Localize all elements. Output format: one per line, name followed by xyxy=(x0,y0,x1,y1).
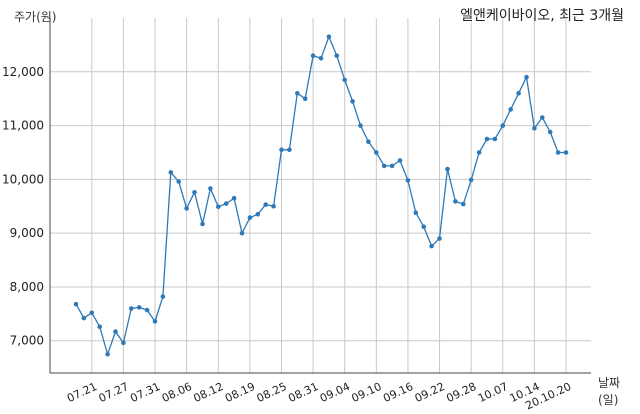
x-tick-label: 08.31 xyxy=(286,380,320,405)
y-tick-label: 10,000 xyxy=(2,172,44,186)
price-point xyxy=(81,315,87,321)
price-point xyxy=(524,74,529,80)
price-point xyxy=(413,210,419,215)
price-point xyxy=(263,202,269,207)
price-series xyxy=(73,34,569,357)
price-point xyxy=(334,53,340,58)
price-point xyxy=(429,243,434,249)
price-point xyxy=(318,56,324,61)
x-tick-label: 08.12 xyxy=(191,380,225,405)
price-point xyxy=(500,123,506,128)
price-point xyxy=(176,179,181,184)
price-point xyxy=(405,178,411,183)
x-tick-label: 10.07 xyxy=(476,380,510,405)
y-tick-label: 9,000 xyxy=(10,226,44,240)
price-point xyxy=(374,150,379,155)
price-point xyxy=(168,170,174,175)
price-point xyxy=(208,186,213,191)
price-point xyxy=(144,307,150,313)
price-point xyxy=(113,329,118,334)
price-point xyxy=(200,221,205,227)
x-tick-label: 09.22 xyxy=(413,380,447,405)
price-point xyxy=(129,306,134,311)
price-point xyxy=(381,163,387,169)
x-tick-label: 08.19 xyxy=(223,380,257,405)
price-line xyxy=(75,35,566,357)
x-tick-label: 07.27 xyxy=(97,380,131,405)
price-point xyxy=(468,177,474,183)
price-point xyxy=(516,91,521,96)
x-axis-title: 날짜(일) xyxy=(598,376,621,407)
price-point xyxy=(239,230,245,236)
price-point xyxy=(105,351,110,357)
price-point xyxy=(216,204,221,210)
price-point xyxy=(532,126,537,131)
price-point xyxy=(73,301,79,307)
x-tick-label: 09.28 xyxy=(444,380,478,405)
price-point xyxy=(152,319,158,324)
x-tick-label: 09.16 xyxy=(381,380,415,405)
price-point xyxy=(484,136,490,142)
price-point xyxy=(302,96,308,101)
price-point xyxy=(366,139,371,144)
y-axis-title: 주가(원) xyxy=(14,10,57,24)
chart-title: 엘앤케이바이오, 최근 3개월 xyxy=(460,8,624,24)
grid-lines xyxy=(50,18,591,373)
price-point xyxy=(184,206,189,211)
price-point xyxy=(540,115,545,120)
price-point xyxy=(279,147,284,153)
x-tick-label: 09.04 xyxy=(318,380,352,405)
price-point xyxy=(397,158,403,163)
price-point xyxy=(492,136,498,142)
price-point xyxy=(508,107,513,112)
price-point xyxy=(255,212,261,217)
price-point xyxy=(461,201,466,207)
x-tick-labels: 07.2107.2707.3108.0608.1208.1908.2508.31… xyxy=(65,380,573,412)
price-point xyxy=(89,310,95,316)
price-point xyxy=(389,163,395,169)
price-point xyxy=(342,77,348,83)
price-point xyxy=(247,215,253,220)
price-point xyxy=(476,150,482,155)
y-tick-label: 12,000 xyxy=(2,65,44,79)
price-point xyxy=(192,190,197,195)
y-tick-label: 11,000 xyxy=(2,119,44,133)
price-point xyxy=(358,123,363,128)
y-tick-label: 7,000 xyxy=(10,334,44,348)
x-tick-label: 09.10 xyxy=(350,380,384,405)
x-tick-label: 08.25 xyxy=(255,380,289,405)
x-tick-label: 07.31 xyxy=(128,380,162,405)
y-tick-labels: 7,000 8,000 9,000 10,000 11,000 12,000 xyxy=(2,65,44,348)
price-point xyxy=(97,324,102,330)
price-point xyxy=(295,91,300,96)
price-point xyxy=(160,294,166,299)
y-tick-label: 8,000 xyxy=(10,280,44,294)
price-point xyxy=(326,34,332,40)
price-point xyxy=(555,150,561,155)
price-point xyxy=(547,129,553,135)
price-point xyxy=(421,224,427,229)
price-point xyxy=(287,147,292,153)
price-point xyxy=(563,150,569,155)
x-tick-label: 07.21 xyxy=(65,380,99,405)
axes xyxy=(49,18,591,374)
price-point xyxy=(310,53,316,58)
price-point xyxy=(223,201,229,206)
price-point xyxy=(121,340,126,346)
price-point xyxy=(271,204,276,209)
price-point xyxy=(437,236,442,241)
price-point xyxy=(136,305,142,310)
x-tick-label: 08.06 xyxy=(160,380,194,405)
price-point xyxy=(231,195,237,201)
price-point xyxy=(453,199,458,204)
price-point xyxy=(445,166,450,172)
price-point xyxy=(350,99,355,104)
